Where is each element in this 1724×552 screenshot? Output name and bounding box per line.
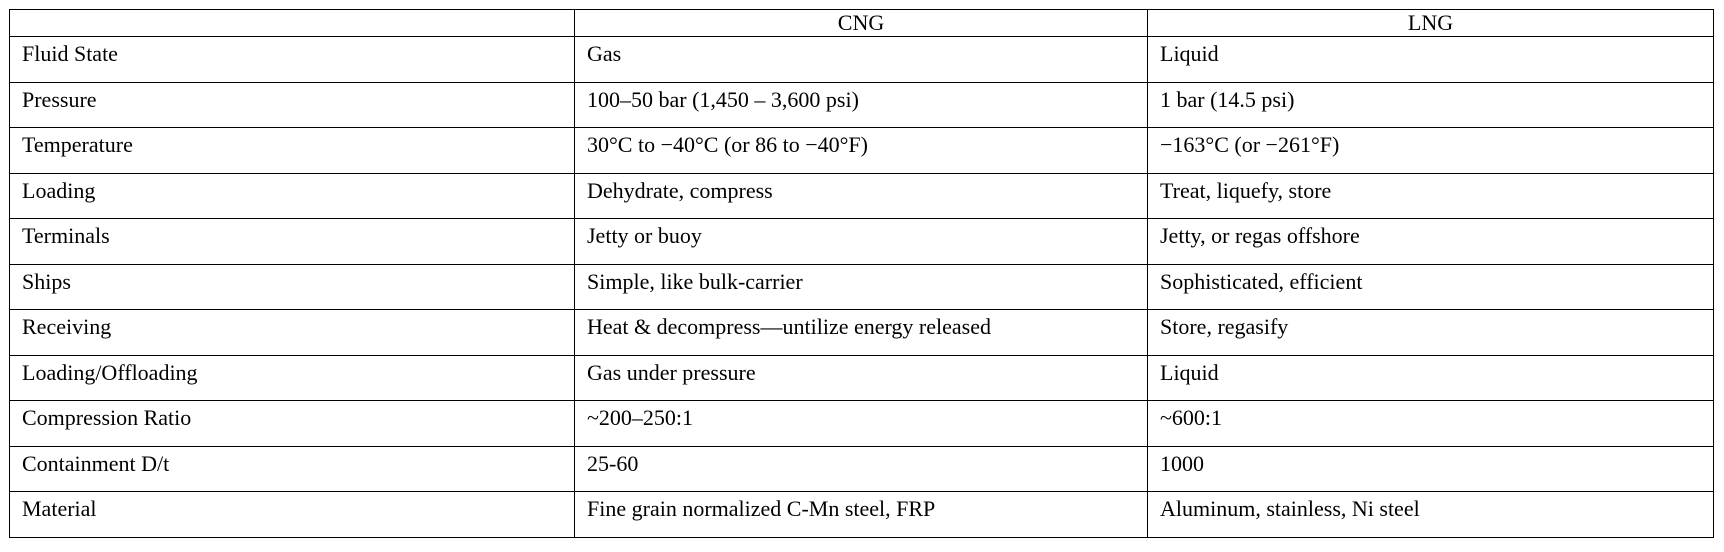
table-cell: 1000	[1147, 445, 1714, 492]
row-label: Compression Ratio	[9, 400, 575, 447]
row-label: Receiving	[9, 309, 575, 356]
table-cell: 30°C to −40°C (or 86 to −40°F)	[574, 127, 1148, 174]
table-row: Material Fine grain normalized C-Mn steel…	[9, 491, 1714, 538]
row-label: Loading	[9, 172, 575, 219]
table-row: Receiving Heat & decompress—untilize ener…	[9, 309, 1714, 356]
table-cell: Fine grain normalized C-Mn steel, FRP	[574, 491, 1148, 538]
table-row: Fluid State Gas Liquid	[9, 36, 1714, 83]
table-cell: Dehydrate, compress	[574, 172, 1148, 219]
header-cell: CNG	[574, 9, 1148, 37]
comparison-table: CNG LNG Fluid State Gas Liquid Pressure 100–…	[9, 9, 1714, 538]
row-label: Loading/Offloading	[9, 354, 575, 401]
table-row: Ships Simple, like bulk-carrier Sophistica…	[9, 263, 1714, 310]
table-cell: Store, regasify	[1147, 309, 1714, 356]
table-cell: Liquid	[1147, 36, 1714, 83]
row-label: Terminals	[9, 218, 575, 265]
table-cell: 25-60	[574, 445, 1148, 492]
row-label: Containment D/t	[9, 445, 575, 492]
table-cell: Jetty, or regas offshore	[1147, 218, 1714, 265]
table-cell: Gas under pressure	[574, 354, 1148, 401]
table-row: Loading/Offloading Gas under pressure Liqu…	[9, 354, 1714, 401]
table-cell: Aluminum, stainless, Ni steel	[1147, 491, 1714, 538]
table-cell: Treat, liquefy, store	[1147, 172, 1714, 219]
table-cell: Jetty or buoy	[574, 218, 1148, 265]
table-cell: Simple, like bulk-carrier	[574, 263, 1148, 310]
table-body: CNG LNG Fluid State Gas Liquid Pressure 100–…	[9, 9, 1714, 538]
header-row: CNG LNG	[9, 9, 1714, 37]
table-row: Temperature 30°C to −40°C (or 86 to −40°F…	[9, 127, 1714, 174]
table-row: Containment D/t 25-60 1000	[9, 445, 1714, 492]
row-label: Material	[9, 491, 575, 538]
table-cell: ~600:1	[1147, 400, 1714, 447]
table-cell: Heat & decompress—untilize energy releas…	[574, 309, 1148, 356]
table-cell: Sophisticated, efficient	[1147, 263, 1714, 310]
row-label: Temperature	[9, 127, 575, 174]
table-cell: 100–50 bar (1,450 – 3,600 psi)	[574, 81, 1148, 128]
header-cell	[9, 9, 575, 37]
row-label: Pressure	[9, 81, 575, 128]
header-cell: LNG	[1147, 9, 1714, 37]
table-cell: Gas	[574, 36, 1148, 83]
row-label: Fluid State	[9, 36, 575, 83]
table-cell: ~200–250:1	[574, 400, 1148, 447]
table-row: Terminals Jetty or buoy Jetty, or regas of…	[9, 218, 1714, 265]
table-cell: −163°C (or −261°F)	[1147, 127, 1714, 174]
table-cell: Liquid	[1147, 354, 1714, 401]
table-cell: 1 bar (14.5 psi)	[1147, 81, 1714, 128]
table-row: Loading Dehydrate, compress Treat, liquefy…	[9, 172, 1714, 219]
table-row: Pressure 100–50 bar (1,450 – 3,600 psi) 1 …	[9, 81, 1714, 128]
row-label: Ships	[9, 263, 575, 310]
table-row: Compression Ratio ~200–250:1 ~600:1	[9, 400, 1714, 447]
